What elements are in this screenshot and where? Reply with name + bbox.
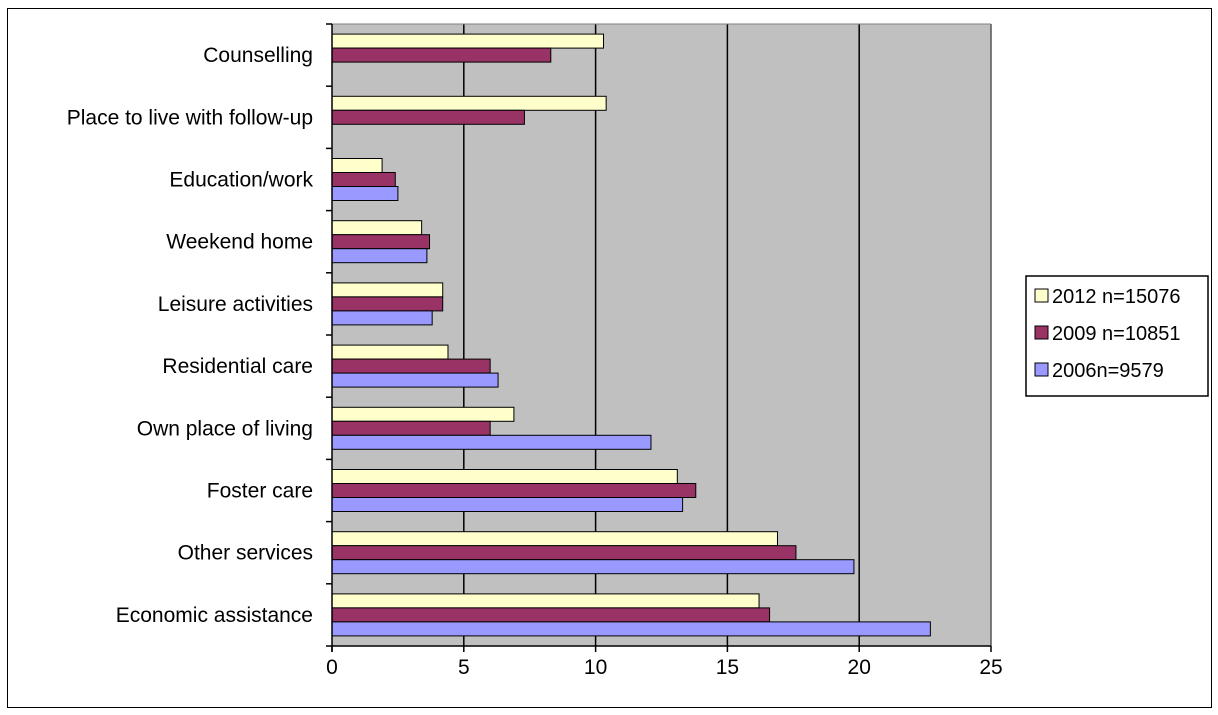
bar	[331, 607, 771, 623]
bar	[331, 95, 607, 111]
bar	[331, 372, 499, 388]
category-label: Foster care	[207, 480, 313, 503]
bar	[331, 531, 778, 547]
x-tick-label: 25	[979, 656, 1002, 679]
category-label: Leisure activities	[158, 293, 313, 316]
x-tick-label: 5	[458, 656, 470, 679]
x-tick-label: 20	[848, 656, 871, 679]
bar	[331, 296, 444, 312]
bar	[331, 186, 399, 201]
legend-swatch	[1034, 362, 1049, 377]
bar	[331, 234, 431, 250]
bar	[331, 358, 491, 374]
bar	[331, 621, 931, 637]
bar	[331, 434, 652, 450]
bar	[331, 469, 678, 484]
bar	[331, 47, 552, 63]
bar	[331, 344, 449, 360]
category-label: Residential care	[162, 355, 313, 378]
bar	[331, 109, 525, 125]
bar	[331, 33, 605, 49]
legend-label: 2009 n=10851	[1052, 323, 1180, 345]
bar	[331, 248, 428, 264]
category-label: Place to live with follow-up	[67, 106, 313, 129]
legend-label: 2012 n=15076	[1052, 286, 1180, 308]
bar	[331, 220, 423, 236]
category-label: Counselling	[203, 44, 313, 67]
category-label: Economic assistance	[116, 604, 313, 627]
category-label: Other services	[178, 542, 313, 565]
bar	[331, 545, 797, 561]
category-label: Education/work	[169, 169, 313, 192]
bar	[331, 593, 760, 609]
bar	[331, 158, 383, 173]
legend-swatch	[1034, 288, 1049, 303]
bar	[331, 172, 396, 187]
bar	[331, 483, 697, 498]
bar	[331, 406, 515, 422]
legend-label: 2006n=9579	[1052, 360, 1164, 382]
bar	[331, 497, 684, 512]
x-tick-label: 10	[584, 656, 607, 679]
category-label: Weekend home	[166, 231, 313, 254]
bar	[331, 310, 433, 326]
legend-box	[1025, 275, 1209, 397]
bar	[331, 559, 855, 575]
x-tick-label: 0	[326, 656, 338, 679]
bar	[331, 420, 491, 436]
bar	[331, 282, 444, 298]
category-label: Own place of living	[137, 417, 313, 440]
legend-swatch	[1034, 325, 1049, 340]
x-tick-label: 15	[716, 656, 739, 679]
